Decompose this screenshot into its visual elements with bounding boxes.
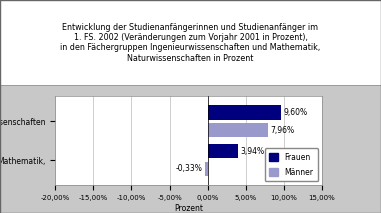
Bar — [208, 105, 281, 119]
Legend: Frauen, Männer: Frauen, Männer — [265, 148, 318, 181]
Text: -0,33%: -0,33% — [176, 164, 203, 173]
Bar — [208, 123, 268, 137]
Text: Entwicklung der Studienanfängerinnen und Studienanfänger im
1. FS. 2002 (Verände: Entwicklung der Studienanfängerinnen und… — [60, 23, 321, 63]
Text: 7,96%: 7,96% — [271, 126, 295, 135]
Bar — [205, 162, 208, 176]
X-axis label: Prozent: Prozent — [174, 204, 203, 213]
Bar — [208, 144, 238, 158]
Text: 9,60%: 9,60% — [283, 108, 307, 117]
Text: 3,94%: 3,94% — [240, 147, 264, 155]
